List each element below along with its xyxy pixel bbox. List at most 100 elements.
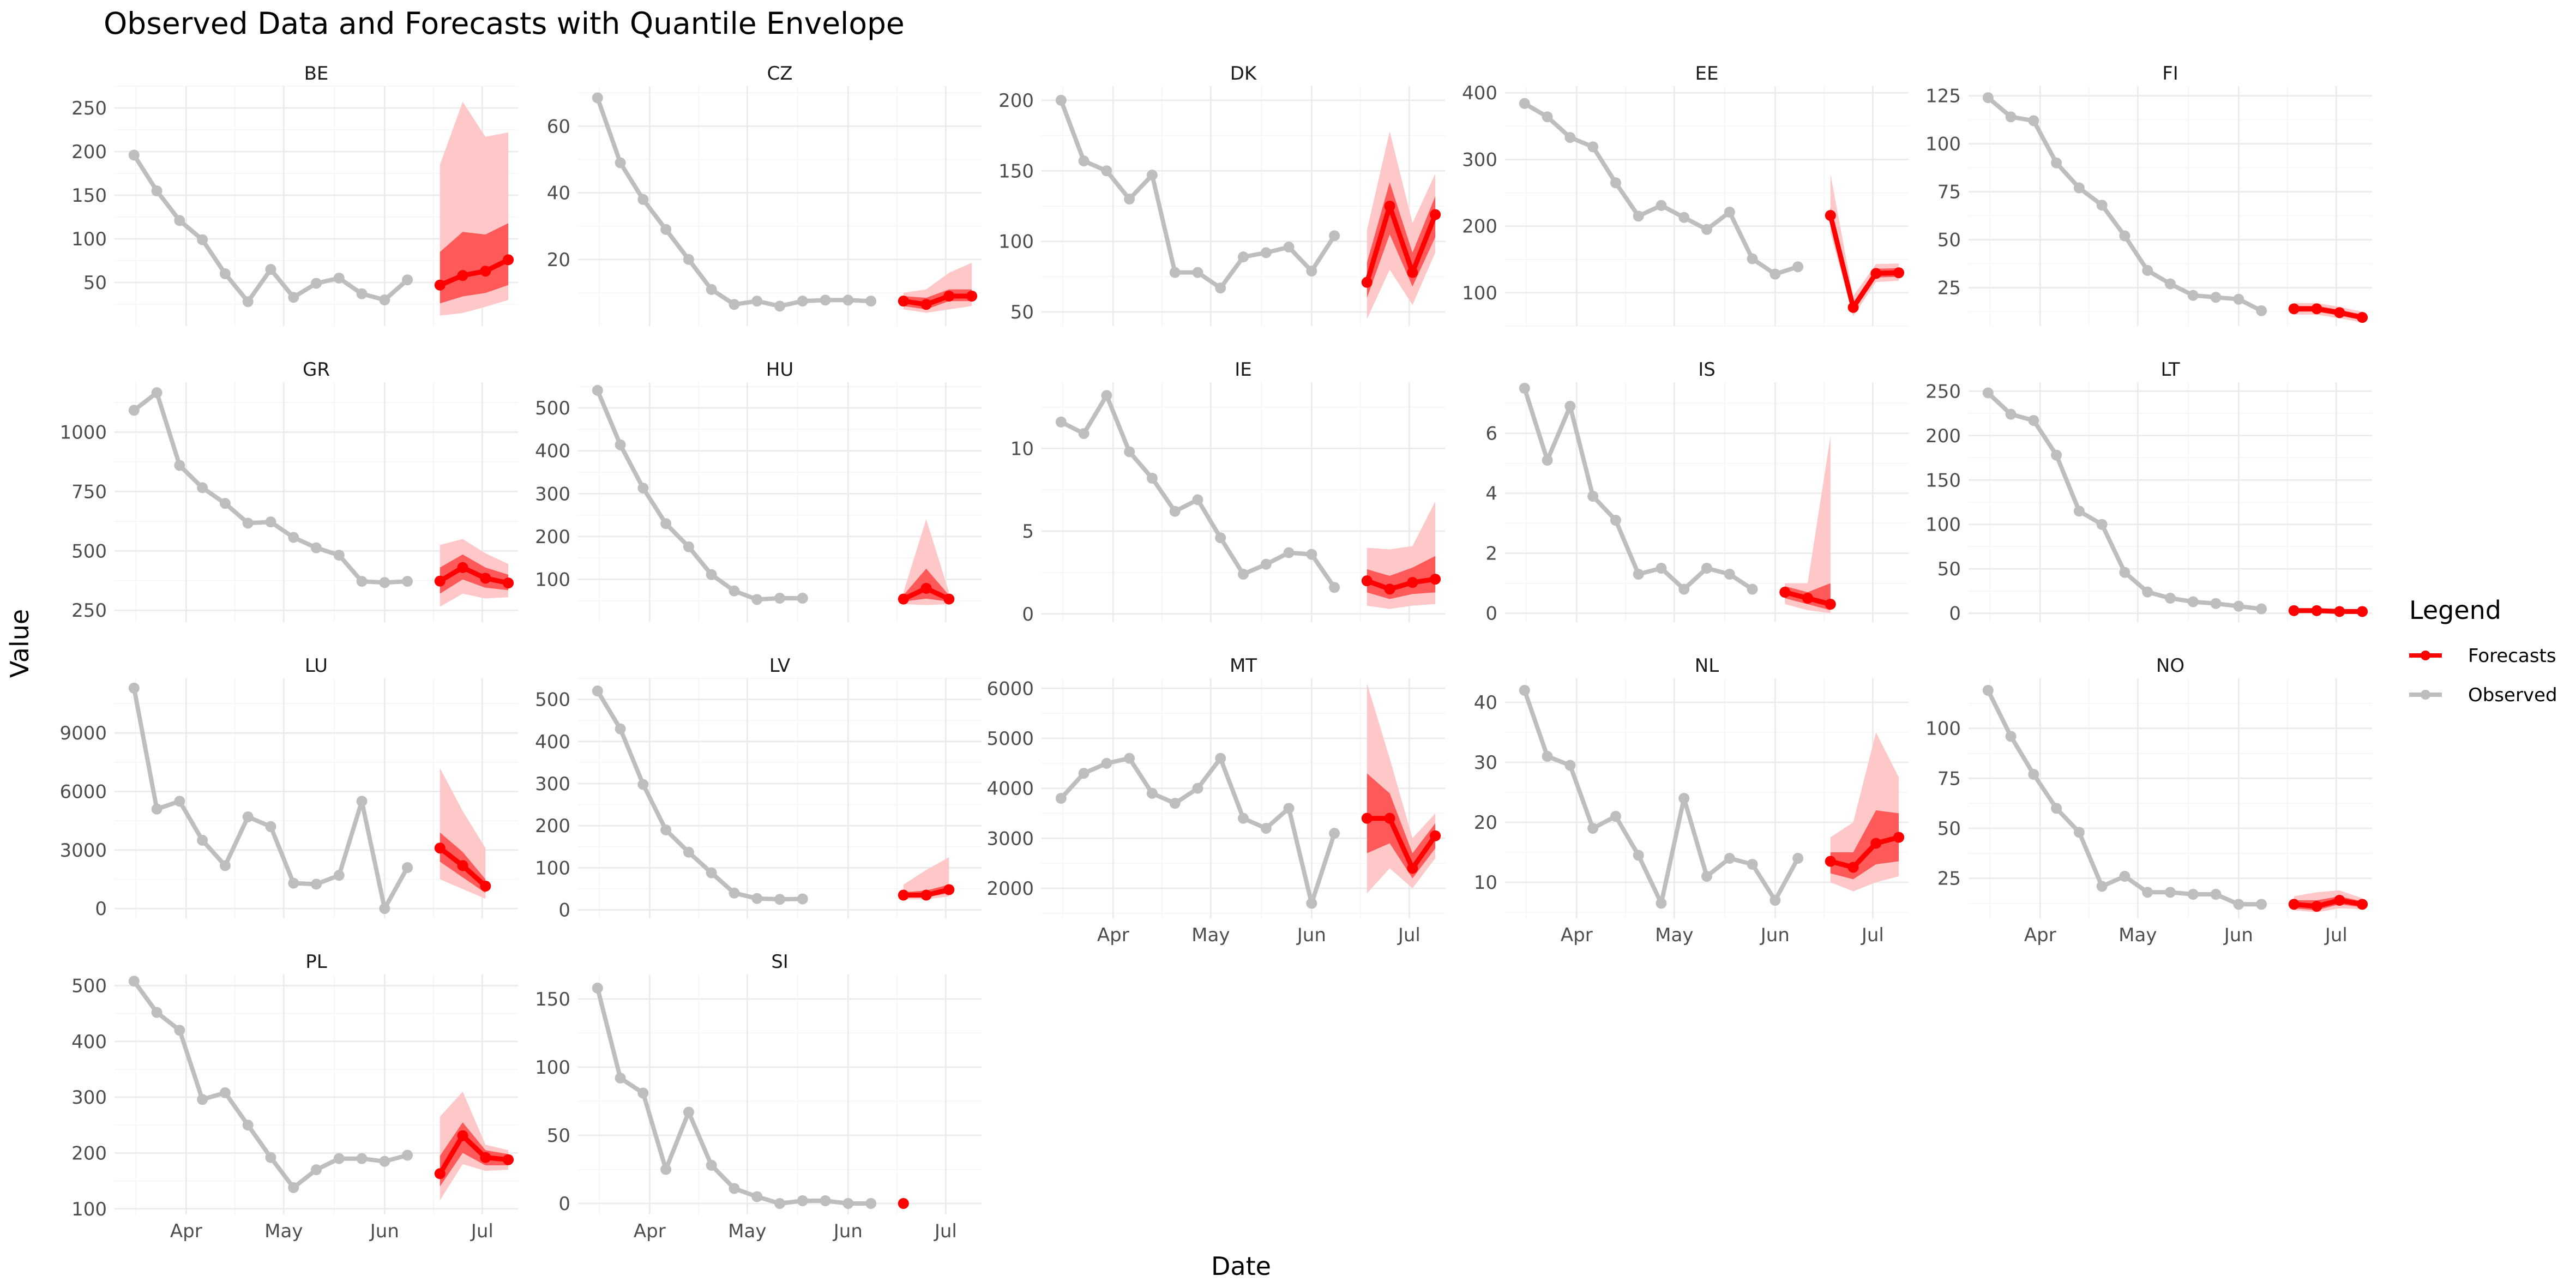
observed-point	[311, 542, 322, 553]
forecast-point	[480, 1152, 491, 1163]
observed-point	[174, 215, 185, 226]
forecast-point	[943, 884, 955, 895]
forecast-point	[503, 577, 514, 589]
observed-point	[1146, 787, 1158, 799]
forecast-line	[903, 293, 972, 307]
y-tick-label: 500	[535, 398, 570, 419]
x-tick-label: Jul	[1397, 924, 1421, 946]
observed-point	[1101, 165, 1112, 177]
y-tick-label: 400	[535, 731, 570, 753]
forecast-point	[2357, 606, 2368, 617]
observed-point	[1169, 267, 1181, 278]
observed-point	[1238, 812, 1249, 824]
observed-point	[2073, 182, 2085, 194]
observed-point	[174, 460, 185, 471]
observed-point	[2119, 567, 2130, 578]
forecast-line	[2294, 306, 2363, 320]
observed-line	[595, 690, 803, 902]
y-tick-label: 100	[998, 231, 1034, 253]
observed-point	[2028, 769, 2039, 780]
observed-point	[1215, 753, 1226, 764]
observed-point	[774, 593, 785, 604]
x-tick-label: May	[264, 1220, 303, 1242]
observed-point	[1260, 558, 1272, 570]
observed-point	[729, 1183, 740, 1194]
y-tick-label: 50	[1010, 302, 1034, 323]
observed-point	[1078, 428, 1090, 440]
observed-point	[751, 1191, 763, 1202]
panel-HU: HU 100 200 300 400 500	[535, 359, 982, 622]
observed-point	[729, 299, 740, 310]
y-tick-label: 6000	[59, 781, 107, 803]
observed-point	[2005, 408, 2017, 420]
observed-point	[1192, 267, 1203, 278]
y-tick-label: 200	[71, 141, 107, 163]
y-tick-label: 10	[1474, 872, 1497, 894]
inner-quantile-band	[440, 223, 509, 304]
forecast-point	[1870, 838, 1882, 849]
observed-point	[683, 1106, 694, 1118]
observed-point	[842, 1198, 854, 1209]
observed-point	[637, 194, 649, 205]
forecast-point	[2311, 303, 2322, 315]
y-tick-label: 4000	[986, 778, 1034, 800]
observed-point	[1678, 212, 1690, 223]
observed-point	[288, 1182, 299, 1193]
observed-point	[379, 294, 390, 305]
forecast-point	[457, 270, 468, 281]
observed-point	[1633, 850, 1644, 861]
forecast-point	[1407, 863, 1418, 874]
observed-point	[2256, 899, 2267, 910]
x-tick-label: Apr	[1097, 924, 1129, 946]
forecast-point	[2311, 605, 2322, 616]
y-tick-label: 100	[1925, 514, 1961, 536]
y-tick-label: 200	[1925, 425, 1961, 447]
y-tick-label: 150	[1925, 470, 1961, 491]
legend-key-point	[2421, 651, 2430, 660]
observed-point	[242, 517, 254, 529]
x-tick-label: Jul	[934, 1220, 957, 1242]
observed-point	[1564, 401, 1576, 412]
legend-label-observed: Observed	[2468, 684, 2557, 706]
observed-point	[356, 796, 368, 807]
observed-point	[1124, 446, 1135, 458]
observed-point	[637, 483, 649, 494]
observed-point	[1124, 753, 1135, 764]
observed-point	[2028, 115, 2039, 127]
y-tick-label: 0	[1485, 603, 1497, 625]
forecast-point	[434, 1168, 446, 1179]
observed-point	[1587, 141, 1599, 153]
observed-point	[1329, 828, 1340, 839]
observed-point	[333, 1153, 345, 1164]
observed-point	[242, 296, 254, 308]
observed-point	[333, 550, 345, 561]
observed-point	[1610, 811, 1621, 822]
observed-point	[174, 1025, 185, 1036]
observed-point	[1982, 92, 1994, 104]
y-tick-label: 5000	[986, 728, 1034, 750]
strip-label: SI	[771, 951, 789, 973]
panel-BE: BE 50 100 150 200 250	[71, 63, 518, 326]
x-tick-label: May	[1191, 924, 1230, 946]
observed-point	[197, 834, 208, 846]
observed-point	[1169, 798, 1181, 809]
y-tick-label: 75	[1937, 182, 1961, 203]
observed-point	[356, 576, 368, 587]
forecast-line	[2294, 898, 2363, 909]
x-tick-label: Jun	[369, 1220, 399, 1242]
observed-point	[1055, 416, 1067, 428]
observed-point	[2210, 292, 2222, 303]
forecast-point	[2357, 899, 2368, 910]
observed-point	[128, 682, 140, 694]
panel-LU: LU 0 3000 6000 9000	[59, 655, 518, 920]
observed-point	[729, 887, 740, 899]
observed-point	[1633, 569, 1644, 580]
observed-point	[774, 894, 785, 905]
observed-point	[402, 1149, 413, 1161]
observed-point	[1564, 760, 1576, 771]
forecast-point	[1825, 210, 1836, 221]
observed-point	[402, 274, 413, 286]
legend: Legend Forecasts Observed	[2409, 595, 2557, 706]
strip-label: GR	[303, 359, 330, 381]
observed-point	[1656, 200, 1667, 211]
